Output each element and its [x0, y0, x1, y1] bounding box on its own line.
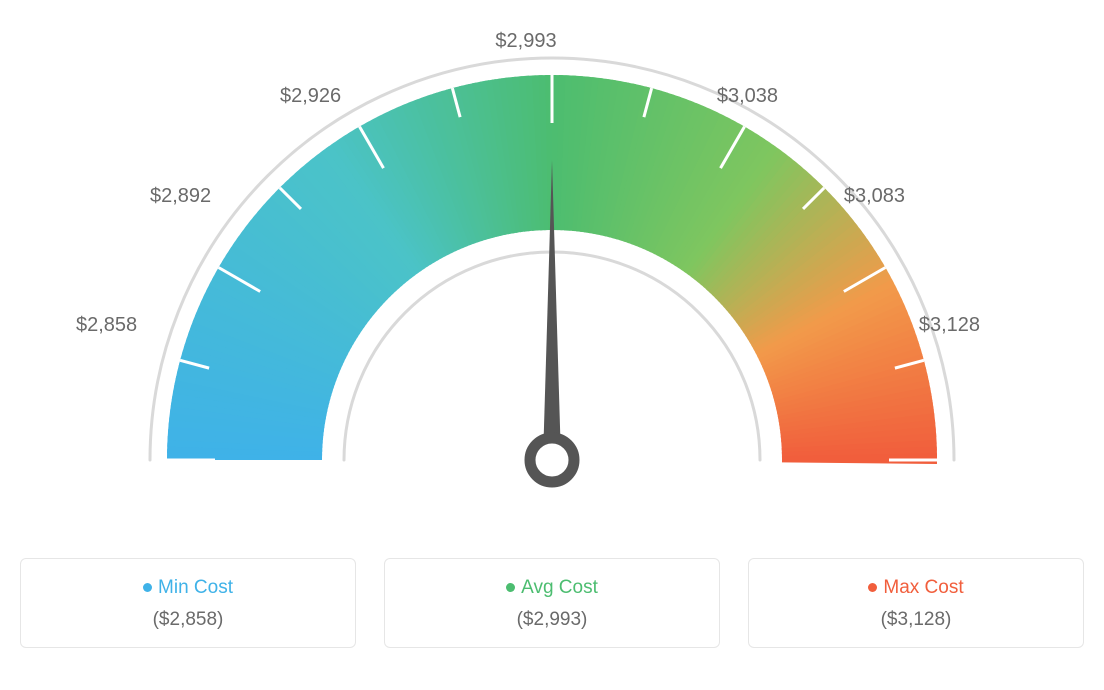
legend-min-title-text: Min Cost: [158, 577, 233, 598]
scale-label: $3,083: [844, 185, 905, 208]
legend-max-dot: [868, 583, 877, 592]
legend-row: Min Cost ($2,858) Avg Cost ($2,993) Max …: [20, 558, 1084, 648]
scale-label: $2,926: [280, 85, 341, 108]
legend-avg: Avg Cost ($2,993): [384, 558, 720, 648]
legend-avg-dot: [506, 583, 515, 592]
legend-avg-title-text: Avg Cost: [521, 577, 598, 598]
scale-label: $2,993: [495, 30, 556, 53]
legend-max-title-text: Max Cost: [883, 577, 963, 598]
scale-label: $2,858: [76, 314, 137, 337]
legend-max: Max Cost ($3,128): [748, 558, 1084, 648]
legend-max-title: Max Cost: [759, 577, 1073, 599]
scale-label: $3,128: [919, 314, 980, 337]
legend-min-dot: [143, 583, 152, 592]
legend-min: Min Cost ($2,858): [20, 558, 356, 648]
legend-max-value: ($3,128): [759, 609, 1073, 631]
legend-min-value: ($2,858): [31, 609, 345, 631]
gauge-svg: [20, 20, 1084, 540]
legend-avg-value: ($2,993): [395, 609, 709, 631]
gauge-chart: $2,858 $2,892 $2,926 $2,993 $3,038 $3,083 $3,1…: [20, 20, 1084, 648]
legend-avg-title: Avg Cost: [395, 577, 709, 599]
scale-label: $3,038: [717, 85, 778, 108]
gauge-area: $2,858 $2,892 $2,926 $2,993 $3,038 $3,083 $3,1…: [20, 20, 1084, 540]
scale-label: $2,892: [150, 185, 211, 208]
legend-min-title: Min Cost: [31, 577, 345, 599]
